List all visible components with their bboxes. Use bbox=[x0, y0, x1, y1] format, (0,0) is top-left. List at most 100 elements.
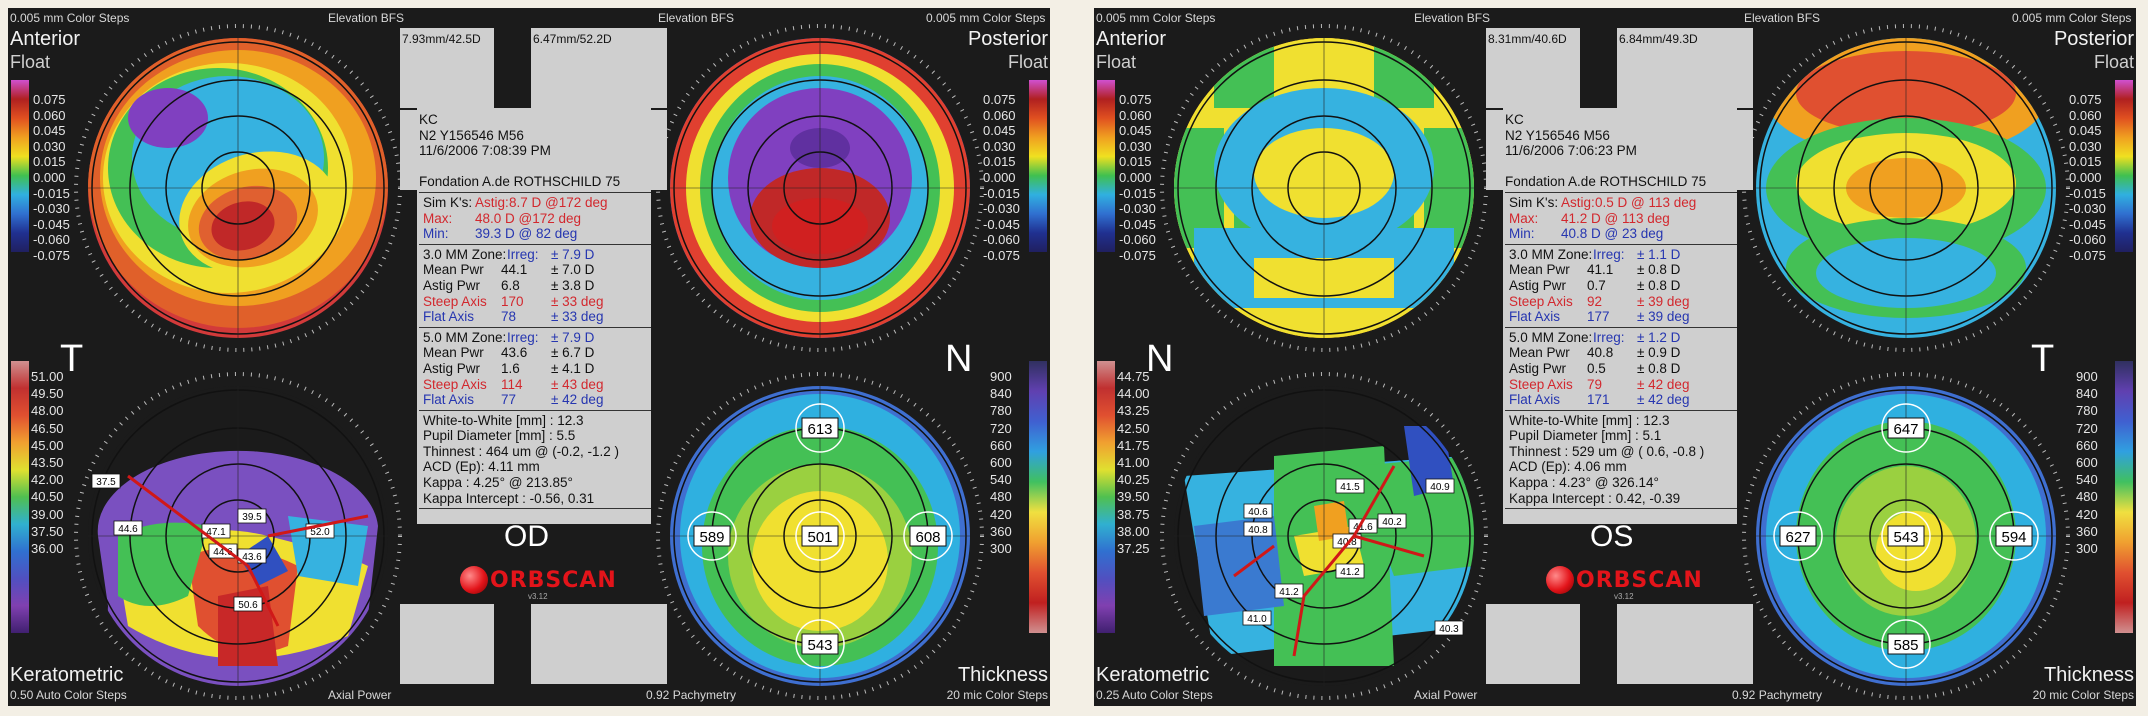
os-kerato-axis-line bbox=[1353, 534, 1425, 558]
od-thickness-steps: 20 mic Color Steps bbox=[946, 688, 1048, 702]
od-patient-id: N2 Y156546 M56 bbox=[419, 127, 524, 143]
os-pachy-zone-ring bbox=[1881, 619, 1931, 669]
od-anterior-scale-value-9: -0.060 bbox=[33, 232, 70, 248]
od-thickness-map: 613 589 501 608 543 bbox=[650, 366, 990, 706]
os-anterior-scale-value-2: 0.045 bbox=[1119, 123, 1152, 139]
od-keratometric-title: Keratometric bbox=[10, 664, 124, 686]
od-posterior-scale-value-8: -0.045 bbox=[983, 216, 1020, 232]
os-anterior-scale-value-6: -0.015 bbox=[1119, 185, 1156, 201]
os-kerato-value: 40.2 bbox=[1382, 517, 1402, 528]
od-thickness-scale-value-8: 420 bbox=[990, 506, 1012, 522]
os-kerato-value-box bbox=[1243, 503, 1273, 519]
od-kerato-value: 39.5 bbox=[242, 512, 262, 523]
os-pachy-zone-ring bbox=[1881, 511, 1931, 561]
os-kbox-left: 8.31mm/40.6D bbox=[1486, 28, 1580, 108]
os-kerato-value: 41.2 bbox=[1279, 587, 1299, 598]
os-eye-label: OS bbox=[1590, 520, 1634, 553]
os-kerato-value: 40.9 bbox=[1430, 482, 1450, 493]
os-kerato-value-box bbox=[1243, 521, 1273, 537]
os-keratometric-map: 41.5 40.9 40.6 40.8 41.6 40.8 40.2 41.2 41.2 41.0… bbox=[1154, 366, 1494, 706]
od-thickness-scale-value-7: 480 bbox=[990, 489, 1012, 505]
od-pachy-zone-ring bbox=[795, 511, 845, 561]
od-pachy-value: 608 bbox=[915, 529, 940, 546]
os-kerato-value: 41.2 bbox=[1340, 567, 1360, 578]
os-keratometric-scale-value-3: 42.50 bbox=[1117, 420, 1150, 436]
od-pachy-zone-ring bbox=[795, 403, 845, 453]
os-exam-date: 11/6/2006 7:06:23 PM bbox=[1505, 143, 1637, 159]
od-anterior-scale-value-8: -0.045 bbox=[33, 216, 70, 232]
od-orbscan-logo: ORBSCAN v3.12 bbox=[460, 560, 616, 601]
os-thickness-color-scale bbox=[2115, 361, 2133, 633]
os-posterior-map bbox=[1736, 18, 2076, 358]
od-pachy-value: 589 bbox=[699, 529, 724, 546]
os-thickness-scale-value-5: 600 bbox=[2076, 454, 2098, 470]
os-kbox-blank-4 bbox=[1486, 604, 1580, 684]
od-posterior-scale-labels: 0.075 0.060 0.045 0.030 0.015 0.000 -0.015 -0.0… bbox=[983, 92, 1029, 264]
os-anterior-scale-value-5: 0.000 bbox=[1119, 169, 1152, 185]
od-kbox-right: 6.47mm/52.2D bbox=[531, 28, 667, 108]
od-posterior-scale-value-4: 0.015 bbox=[983, 154, 1016, 170]
od-kerato-value-box bbox=[237, 548, 267, 564]
os-kerato-value-box bbox=[1335, 478, 1365, 494]
od-pachy-zone-ring bbox=[795, 619, 845, 669]
od-anterior-float: Float bbox=[10, 52, 51, 72]
od-posterior-color-scale bbox=[1029, 80, 1047, 252]
os-thickness-scale-value-10: 300 bbox=[2076, 540, 2098, 556]
os-posterior-scale-value-3: 0.030 bbox=[2069, 138, 2102, 154]
os-keratometric-scale-value-7: 39.50 bbox=[1117, 489, 1150, 505]
od-kbox-blank-3 bbox=[531, 604, 667, 684]
os-keratometric-scale-value-10: 37.25 bbox=[1117, 540, 1150, 556]
os-thickness-title: Thickness bbox=[2043, 664, 2134, 686]
os-kerato-svg: 41.5 40.940.640.841.640.840.241.241.241.0… bbox=[1160, 372, 1488, 700]
os-kerato-value: 40.8 bbox=[1248, 525, 1268, 536]
od-pachy-value: 613 bbox=[807, 421, 832, 438]
od-posterior-scale-value-10: -0.075 bbox=[983, 247, 1020, 263]
od-anterior-scale-value-10: -0.075 bbox=[33, 247, 70, 263]
od-posterior-steps: 0.005 mm Color Steps bbox=[926, 11, 1046, 25]
od-keratometric-scale-value-8: 39.00 bbox=[31, 506, 64, 522]
od-kerato-svg: 37.5 44.6 47.1 39.5 43.6 44.6 50.6 52.0 bbox=[74, 372, 402, 700]
os-pachy-zone-ring bbox=[1989, 511, 2039, 561]
os-kappa-intercept: Kappa Intercept : 0.42, -0.39 bbox=[1509, 490, 1681, 506]
os-thick-tick-ring bbox=[1742, 372, 2070, 700]
os-kbox-right: 6.84mm/49.3D bbox=[1617, 28, 1753, 108]
os-kerato-value: 41.5 bbox=[1340, 482, 1360, 493]
os-posterior-color-scale bbox=[2115, 80, 2133, 252]
orbscan-logo-icon bbox=[460, 566, 488, 594]
os-keratometric-scale-value-5: 41.00 bbox=[1117, 454, 1150, 470]
os-kerato-axis-line bbox=[1233, 544, 1275, 578]
od-anterior-steps: 0.005 mm Color Steps bbox=[10, 11, 130, 25]
os-anterior-color-scale bbox=[1097, 80, 1115, 252]
od-thickness-scale-value-6: 540 bbox=[990, 472, 1012, 488]
os-panel: 0.005 mm Color Steps Elevation BFS Eleva… bbox=[1094, 8, 2136, 706]
os-anterior-scale-value-8: -0.045 bbox=[1119, 216, 1156, 232]
os-kerato-value-box bbox=[1242, 610, 1272, 626]
os-anterior-scale-value-7: -0.030 bbox=[1119, 201, 1156, 217]
os-anterior-scale-value-10: -0.075 bbox=[1119, 247, 1156, 263]
od-post-tick-ring bbox=[656, 24, 984, 352]
os-posterior-title: Posterior bbox=[2053, 28, 2134, 50]
orbscan-logo-icon bbox=[1546, 566, 1574, 594]
od-posterior-scale-value-0: 0.075 bbox=[983, 92, 1016, 107]
od-pachy-zone-ring bbox=[687, 511, 737, 561]
od-pachy-value-box bbox=[801, 525, 839, 547]
os-thickness-scale-value-0: 900 bbox=[2076, 369, 2098, 384]
od-posterior-scale-value-1: 0.060 bbox=[983, 107, 1016, 123]
os-simk-max: 41.2 D @ 113 deg bbox=[1561, 210, 1670, 226]
os-anterior-scale-labels: 0.075 0.060 0.045 0.030 0.015 0.000 -0.015 -0.0… bbox=[1119, 92, 1165, 264]
od-kerato-value-box bbox=[113, 520, 143, 536]
od-kerato-axis-line bbox=[267, 514, 369, 538]
os-keratometric-scale-value-2: 43.25 bbox=[1117, 403, 1150, 419]
od-anterior-scale-value-6: -0.015 bbox=[33, 185, 70, 201]
od-simk-astig: 8.7 D @172 deg bbox=[509, 194, 608, 210]
os-post-tick-ring bbox=[1742, 24, 2070, 352]
od-anterior-map bbox=[68, 18, 408, 358]
od-post-svg bbox=[656, 24, 984, 352]
od-kerato-value: 37.5 bbox=[96, 477, 116, 488]
od-keratometric-scale-labels: 51.00 49.50 48.00 46.50 45.00 43.50 42.00 40.50… bbox=[31, 368, 77, 557]
os-posterior-scale-value-9: -0.060 bbox=[2069, 232, 2106, 248]
os-thickness-scale-value-4: 660 bbox=[2076, 437, 2098, 453]
od-kerato-value: 47.1 bbox=[206, 527, 226, 538]
od-kbox-blank-4 bbox=[400, 604, 494, 684]
os-thickness-scale-value-7: 480 bbox=[2076, 489, 2098, 505]
